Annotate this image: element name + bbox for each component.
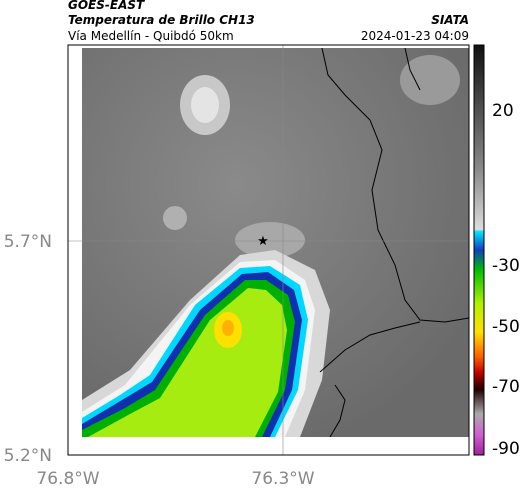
- colorbar: [473, 44, 485, 456]
- subtitle: Temperatura de Brillo CH13: [68, 13, 255, 27]
- colorbar-tick: 20: [492, 101, 514, 121]
- satellite-image: [82, 48, 469, 437]
- map-frame: [67, 44, 470, 456]
- colorbar-tick: -30: [492, 256, 520, 276]
- lat-label: 5.7°N: [4, 232, 52, 252]
- colorbar-tick: -50: [492, 317, 520, 337]
- lat-label: 5.2°N: [4, 446, 52, 466]
- brand: SIATA: [431, 13, 469, 27]
- title: GOES-EAST: [68, 0, 145, 12]
- lon-label: 76.8°W: [36, 469, 99, 489]
- colorbar-tick: -70: [492, 377, 520, 397]
- lon-label: 76.3°W: [251, 469, 314, 489]
- colorbar-tick: -90: [492, 439, 520, 459]
- location: Vía Medellín - Quibdó 50km: [68, 29, 234, 43]
- location-star: ★: [257, 234, 269, 249]
- timestamp: 2024-01-23 04:09: [361, 29, 469, 43]
